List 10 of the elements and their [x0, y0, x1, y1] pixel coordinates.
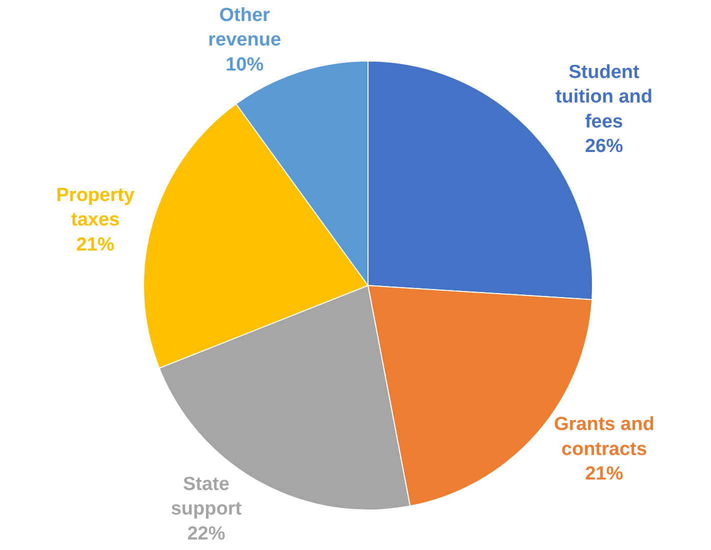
data-label: 10%	[226, 54, 264, 76]
data-label: 22%	[187, 523, 226, 544]
slice-label: Grants and contracts	[554, 414, 654, 460]
slice-label: Student tuition and fees	[555, 62, 653, 132]
data-label: 26%	[584, 136, 624, 158]
data-label: 21%	[585, 464, 624, 485]
slice-label: Other revenue	[208, 4, 282, 51]
slice-label: State support	[170, 474, 242, 520]
data-label: 21%	[76, 234, 114, 256]
slice-label: Property taxes	[56, 184, 135, 231]
